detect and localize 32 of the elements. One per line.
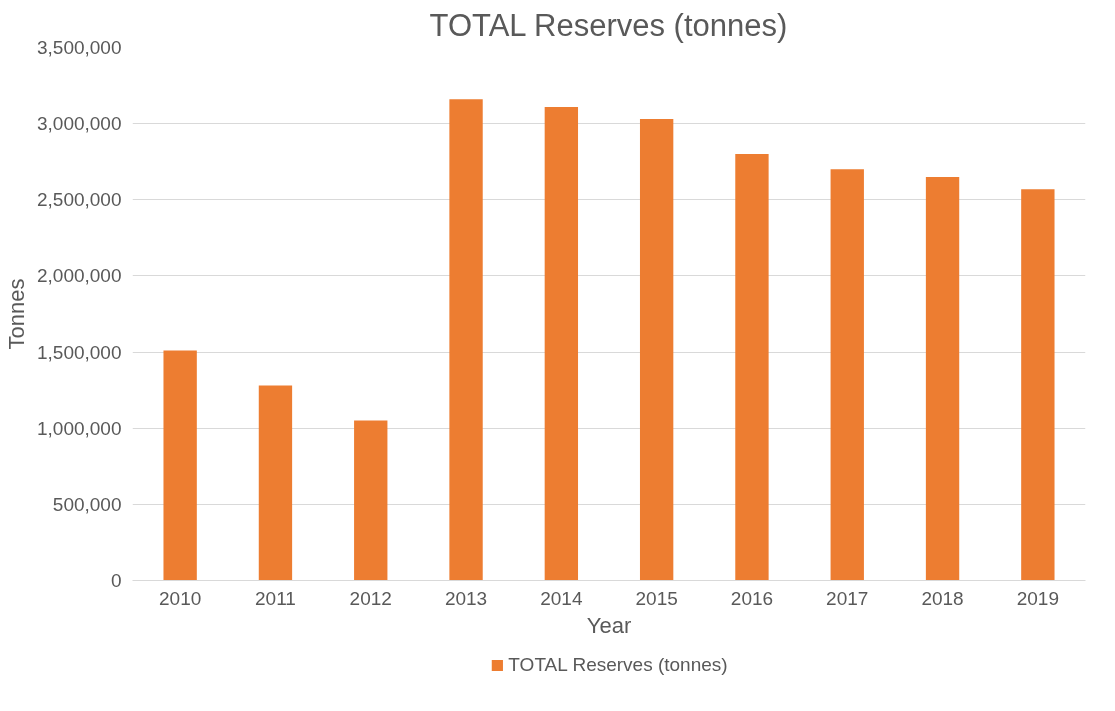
y-tick-label: 1,500,000 — [36, 341, 122, 363]
legend-label: TOTAL Reserves (tonnes) — [508, 654, 728, 676]
x-tick-label: 2016 — [730, 587, 774, 609]
bar — [925, 176, 960, 581]
y-tick-label: 0 — [110, 570, 122, 591]
bar — [449, 99, 483, 581]
chart-title: TOTAL Reserves (tonnes) — [429, 7, 788, 43]
x-axis-title: Year — [586, 612, 632, 638]
x-tick-label: 2018 — [921, 587, 964, 609]
bar — [258, 385, 293, 581]
y-axis-title: Tonnes — [3, 278, 29, 350]
bar — [639, 119, 674, 581]
bar — [830, 169, 864, 581]
x-tick-label: 2010 — [159, 587, 202, 609]
x-tick-label: 2017 — [826, 587, 869, 609]
bar — [544, 106, 579, 581]
bar — [163, 350, 197, 581]
y-tick-label: 500,000 — [52, 493, 122, 515]
y-tick-label: 2,500,000 — [36, 189, 122, 211]
x-tick-label: 2019 — [1016, 587, 1059, 609]
x-tick-label: 2015 — [635, 587, 678, 609]
bar — [735, 154, 769, 581]
x-tick-label: 2014 — [540, 587, 583, 609]
x-tick-label: 2011 — [255, 587, 296, 609]
y-tick-label: 2,000,000 — [36, 265, 122, 287]
y-tick-label: 1,000,000 — [36, 417, 122, 439]
bar — [1021, 189, 1055, 581]
x-tick-label: 2012 — [349, 587, 392, 609]
y-tick-label: 3,500,000 — [36, 37, 122, 58]
x-tick-label: 2013 — [444, 587, 488, 609]
bar — [354, 420, 388, 581]
y-tick-label: 3,000,000 — [36, 113, 122, 135]
